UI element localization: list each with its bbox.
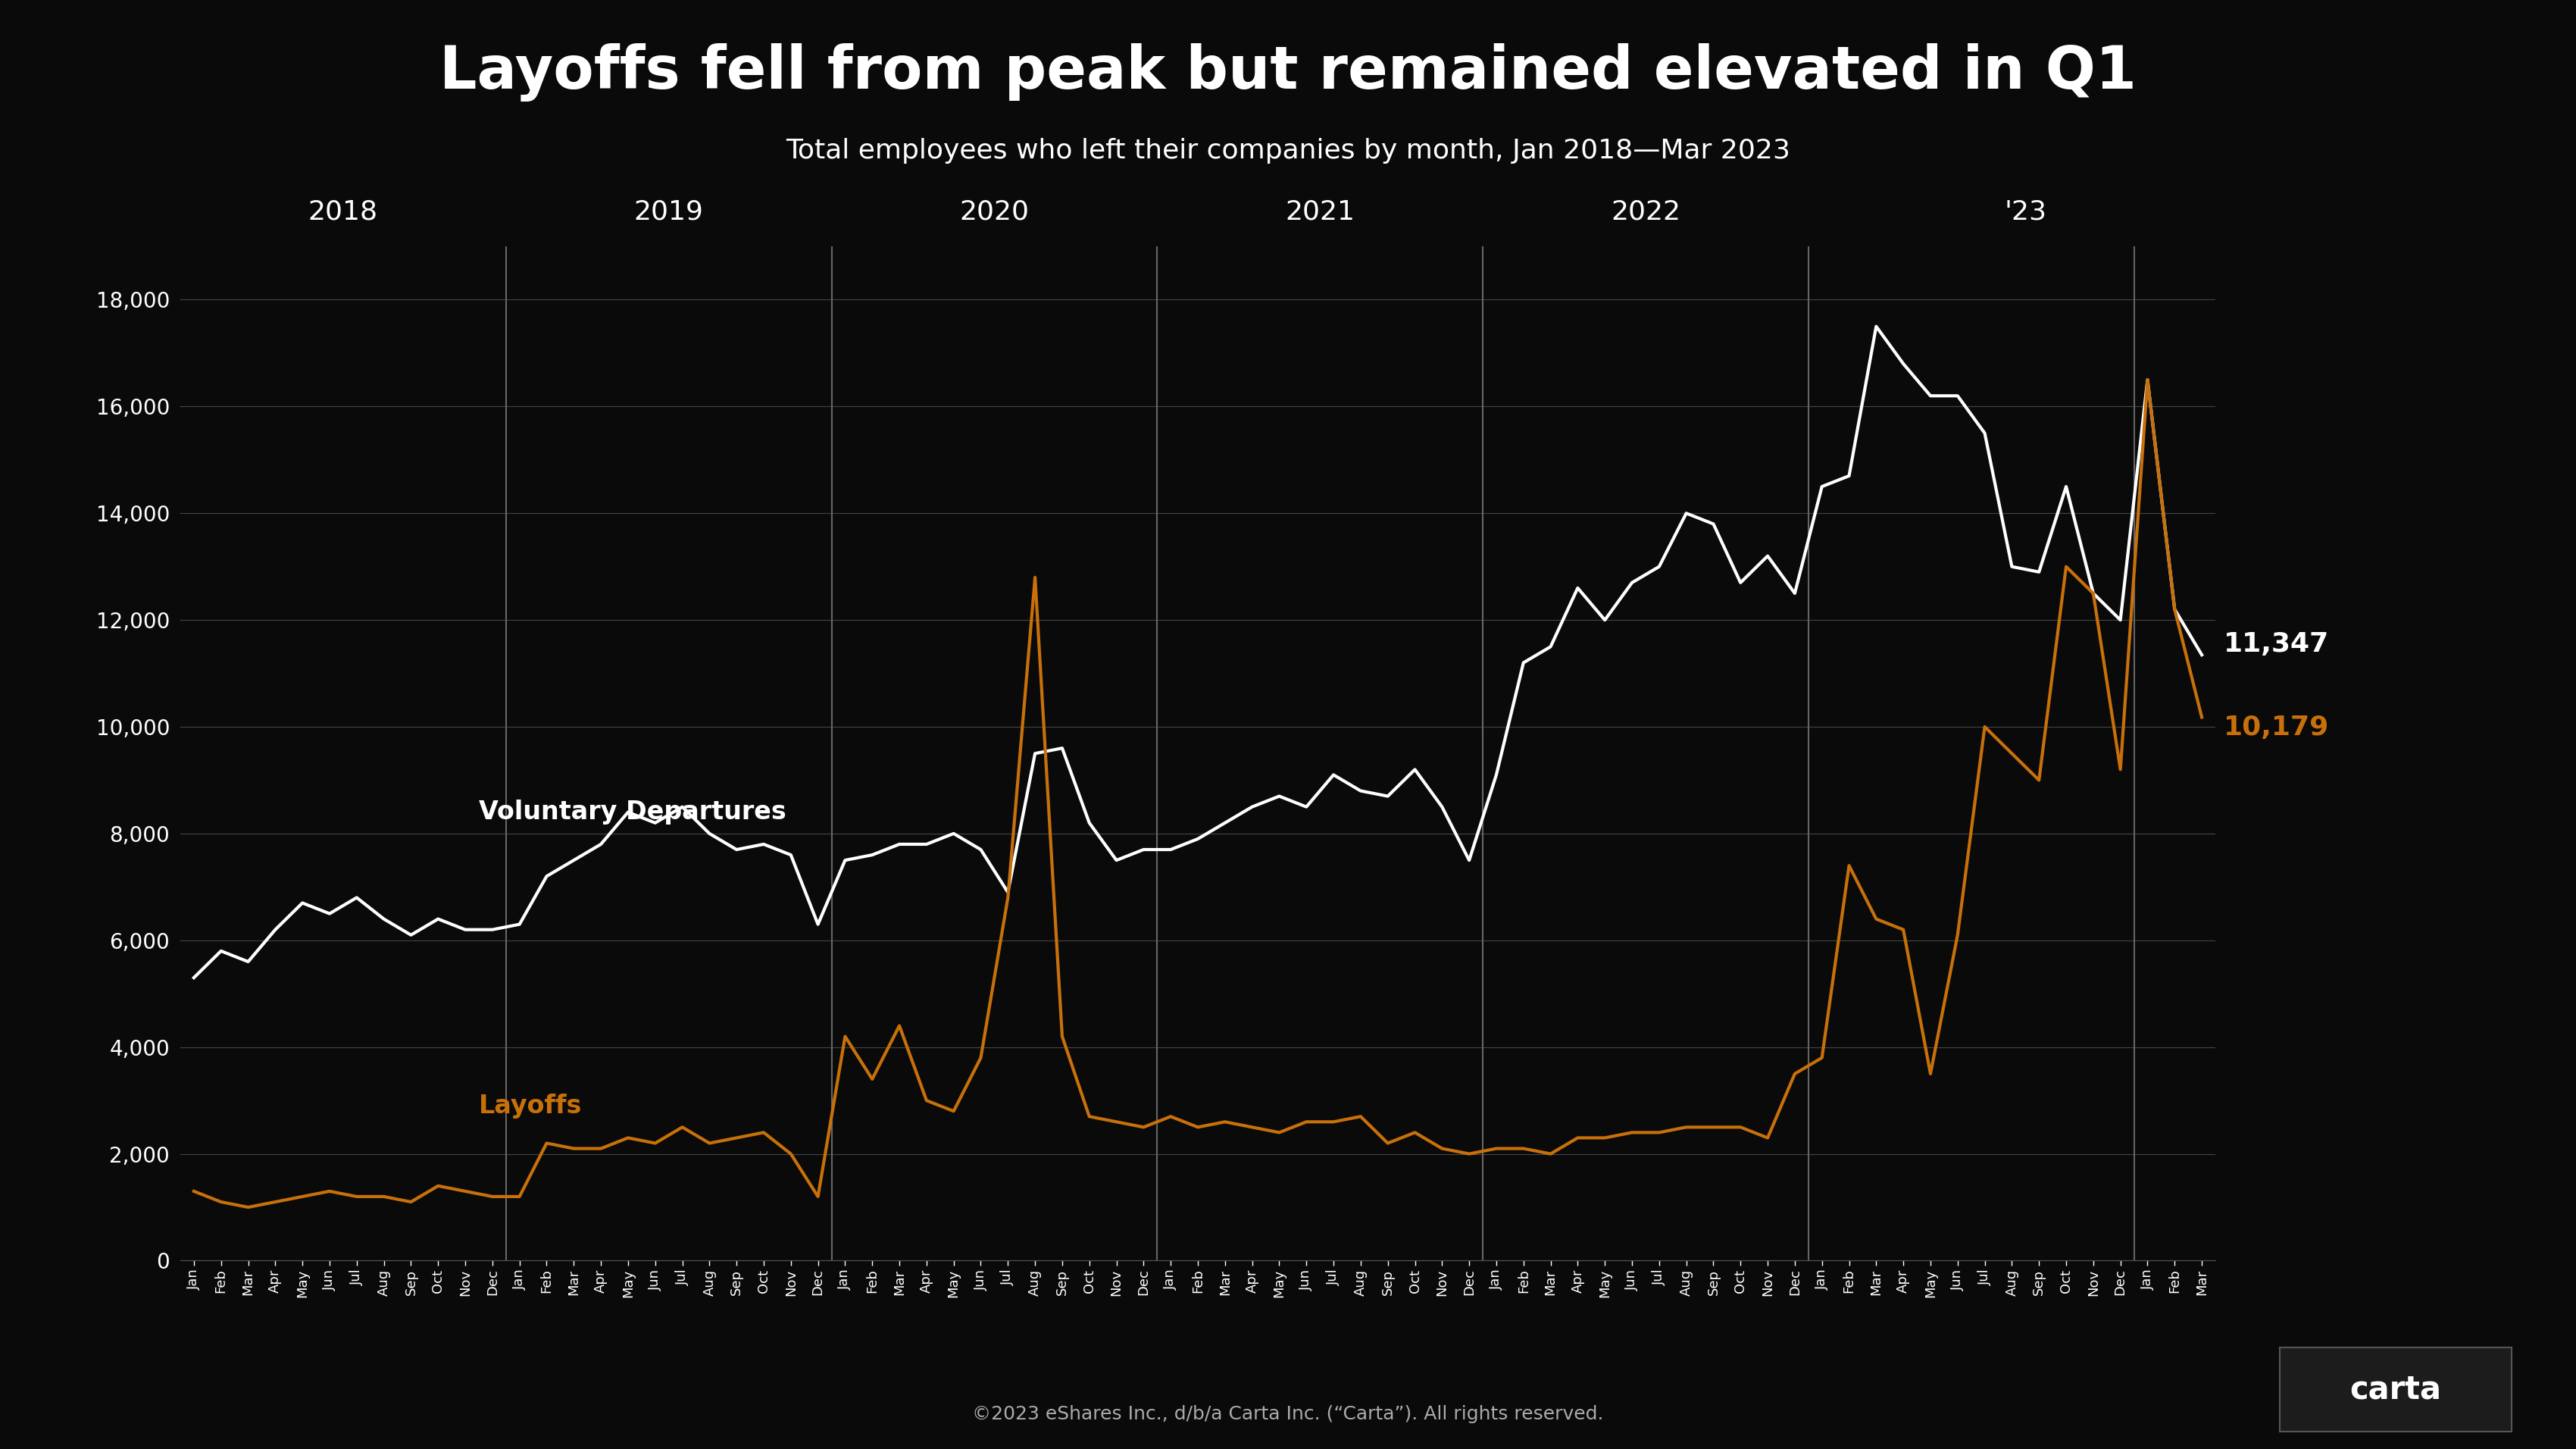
- Text: 11,347: 11,347: [2223, 632, 2329, 656]
- Text: 10,179: 10,179: [2223, 714, 2329, 740]
- Text: '23: '23: [2004, 199, 2048, 225]
- Text: ©2023 eShares Inc., d/b/a Carta Inc. (“Carta”). All rights reserved.: ©2023 eShares Inc., d/b/a Carta Inc. (“C…: [971, 1404, 1605, 1423]
- Text: 2019: 2019: [634, 199, 703, 225]
- Text: Total employees who left their companies by month, Jan 2018—Mar 2023: Total employees who left their companies…: [786, 138, 1790, 164]
- Text: Layoffs: Layoffs: [479, 1094, 582, 1119]
- Text: Layoffs fell from peak but remained elevated in Q1: Layoffs fell from peak but remained elev…: [440, 43, 2136, 101]
- Text: 2021: 2021: [1285, 199, 1355, 225]
- Text: Voluntary Departures: Voluntary Departures: [479, 800, 786, 824]
- Text: 2018: 2018: [309, 199, 379, 225]
- Text: 2020: 2020: [958, 199, 1030, 225]
- Text: carta: carta: [2349, 1374, 2442, 1406]
- Text: 2022: 2022: [1610, 199, 1680, 225]
